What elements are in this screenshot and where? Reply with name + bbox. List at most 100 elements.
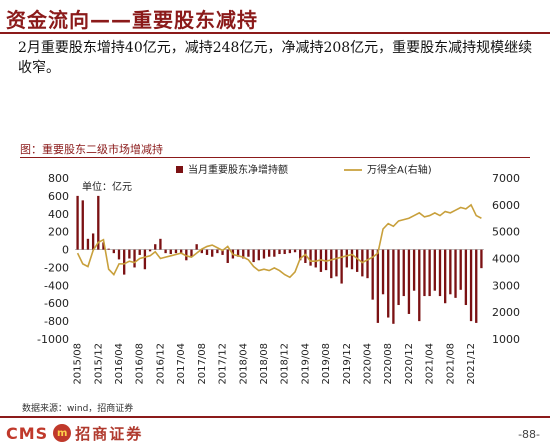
bar-2019/01	[288, 249, 292, 254]
y-left-tick: -1000	[37, 333, 69, 346]
y-right-tick: 2000	[492, 306, 520, 319]
bar-2019/08	[324, 249, 328, 271]
x-tick: 2019/12	[342, 343, 353, 385]
y-right-tick: 5000	[492, 226, 520, 239]
bar-2021/06	[438, 249, 442, 297]
bar-2018/05	[247, 249, 250, 257]
bar-2018/04	[242, 249, 245, 259]
unit-label: 单位：亿元	[82, 180, 132, 193]
y-left-tick: -200	[44, 261, 69, 274]
bar-2016/04	[117, 249, 121, 260]
bar-2021/05	[433, 249, 436, 291]
x-tick: 2021/04	[425, 343, 436, 385]
y-left-tick: 800	[48, 172, 69, 185]
wind-all-a-line	[76, 203, 482, 279]
x-tick: 2015/12	[93, 343, 104, 385]
y-right-tick: 3000	[492, 279, 520, 292]
bar-2018/03	[236, 249, 240, 257]
bar-2021/12	[469, 249, 473, 322]
x-tick: 2019/04	[300, 343, 311, 385]
bar-2019/10	[335, 249, 338, 277]
title-divider	[0, 32, 550, 34]
bar-2016/03	[112, 249, 115, 254]
bar-2020/02	[355, 249, 359, 272]
bar-2018/01	[226, 249, 229, 263]
bar-2017/09	[205, 249, 209, 255]
bar-2018/12	[283, 249, 286, 255]
bar-2015/08	[76, 195, 79, 250]
y-left-tick: 400	[48, 208, 69, 221]
caption-divider	[20, 157, 530, 158]
x-tick: 2017/04	[176, 343, 187, 385]
bar-2019/09	[330, 249, 333, 279]
x-tick: 2016/12	[155, 343, 166, 385]
bar-2016/09	[143, 249, 147, 270]
bar-2020/05	[371, 249, 374, 300]
bar-2020/04	[366, 249, 369, 279]
bar-2018/07	[257, 249, 260, 261]
x-tick: 2018/12	[280, 343, 291, 385]
bar-2019/06	[314, 249, 317, 268]
x-tick: 2016/04	[114, 343, 125, 385]
logo-text: CMS	[6, 423, 49, 443]
bar-2015/12	[97, 195, 100, 250]
logo-badge-icon: m	[53, 424, 72, 442]
y-left-tick: 600	[48, 190, 69, 203]
bar-2022/01	[475, 249, 478, 323]
y-right-tick: 6000	[492, 199, 520, 212]
bar-2018/11	[278, 249, 281, 255]
x-tick: 2020/12	[404, 343, 415, 385]
bar-2020/01	[350, 249, 354, 270]
bar-2017/02	[169, 249, 172, 255]
bar-2017/11	[216, 249, 219, 254]
summary-text: 2月重要股东增持40亿元，减持248亿元，净减持208亿元，重要股东减持规模继续…	[18, 40, 533, 76]
bar-2016/10	[148, 249, 152, 252]
bar-2015/09	[81, 200, 84, 250]
bar-2019/02	[293, 249, 297, 253]
y-left-tick: -600	[44, 297, 69, 310]
y-left-tick: -800	[44, 315, 69, 328]
bar-2017/12	[221, 249, 224, 255]
page-title: 资金流向——重要股东减持	[6, 8, 258, 32]
x-tick: 2018/04	[238, 343, 249, 385]
y-right-tick: 1000	[492, 333, 520, 346]
bar-2019/04	[304, 249, 307, 263]
bar-2021/07	[444, 249, 447, 304]
x-tick: 2018/08	[259, 343, 270, 385]
bar-2017/04	[179, 249, 183, 255]
bar-2020/10	[397, 249, 400, 306]
bar-2020/06	[376, 249, 380, 323]
shareholder-chart: 8006004002000-200-400-600-800-1000700060…	[37, 163, 520, 385]
y-left-tick: -400	[44, 279, 69, 292]
bar-2020/12	[407, 249, 411, 314]
y-left-tick: 200	[48, 226, 69, 239]
bar-2017/06	[190, 249, 193, 257]
legend-bar-swatch	[176, 166, 183, 173]
company-logo: CMS m 招商证券	[6, 423, 143, 443]
bar-2019/12	[345, 249, 348, 268]
bar-2016/07	[133, 249, 136, 268]
bar-2017/01	[164, 249, 167, 254]
x-tick: 2021/08	[445, 343, 456, 385]
x-tick: 2019/08	[321, 343, 332, 385]
bar-2018/08	[262, 249, 266, 259]
bar-2017/03	[174, 249, 178, 254]
bar-2016/01	[102, 242, 105, 250]
bar-2021/11	[464, 249, 468, 306]
bar-2019/07	[319, 249, 323, 272]
figure-caption: 图：重要股东二级市场增减持	[20, 143, 163, 156]
bar-2017/07	[195, 244, 198, 250]
bar-2021/03	[423, 249, 426, 297]
x-tick: 2015/08	[73, 343, 84, 385]
bar-2016/05	[123, 249, 126, 275]
bar-2016/08	[138, 249, 141, 255]
bar-2017/10	[211, 249, 214, 257]
x-tick: 2016/08	[135, 343, 146, 385]
bar-2021/09	[454, 249, 457, 298]
company-name: 招商证券	[75, 424, 144, 443]
bar-2020/08	[387, 249, 390, 318]
bar-2019/11	[340, 249, 343, 284]
bar-2015/11	[91, 233, 95, 250]
bar-2015/10	[86, 238, 90, 250]
bar-2018/10	[273, 249, 276, 257]
